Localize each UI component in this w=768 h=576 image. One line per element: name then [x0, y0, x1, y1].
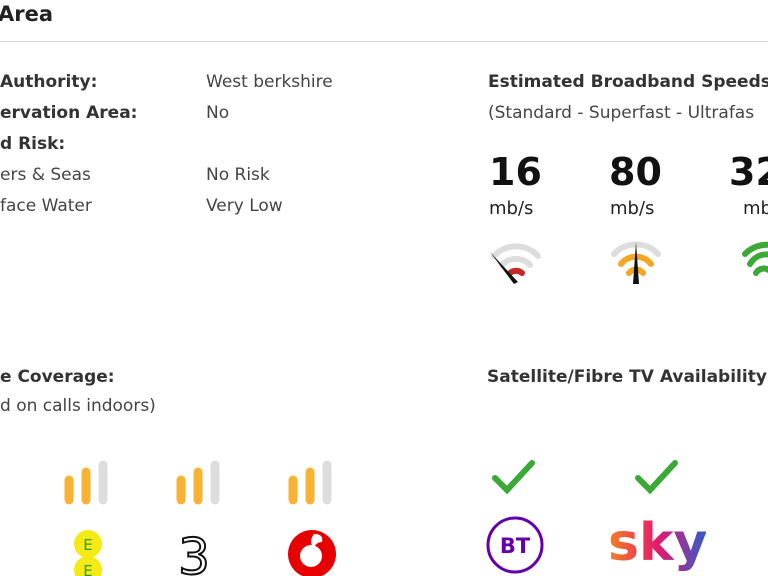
vodafone-logo-icon: [288, 530, 336, 576]
bt-logo-icon: BT: [486, 516, 544, 574]
svg-text:BT: BT: [500, 534, 531, 558]
signal-bars-vodafone-icon: [288, 460, 332, 505]
svg-text:E: E: [83, 562, 92, 576]
check-bt-icon: [492, 460, 535, 495]
detail-label: ervation Area:: [0, 103, 138, 123]
check-sky-icon: [635, 460, 678, 495]
mobile-subtitle: d on calls indoors): [0, 396, 156, 416]
broadband-title: Estimated Broadband Speeds: [488, 72, 768, 92]
detail-value: No Risk: [206, 165, 270, 185]
speed-gauge-high-icon: [742, 241, 768, 276]
tv-title: Satellite/Fibre TV Availability:: [487, 367, 768, 387]
svg-text:sky: sky: [608, 513, 706, 573]
speed-value: 80: [609, 150, 662, 194]
detail-label: ers & Seas: [0, 165, 91, 185]
svg-text:3: 3: [178, 528, 210, 576]
detail-label: face Water: [0, 196, 92, 216]
ee-logo-icon: EE: [74, 530, 102, 576]
speed-unit: mb: [743, 198, 768, 219]
broadband-subtitle: (Standard - Superfast - Ultrafas: [488, 103, 755, 123]
detail-value: No: [206, 103, 230, 123]
signal-bars-ee-icon: [64, 460, 108, 505]
svg-text:E: E: [83, 536, 92, 554]
detail-value: West berkshire: [206, 72, 333, 92]
three-logo-icon: 3: [177, 528, 211, 576]
detail-value: Very Low: [206, 196, 283, 216]
speed-value: 16: [489, 150, 542, 194]
divider: [0, 41, 768, 42]
speed-gauge-mid-icon: [611, 241, 661, 284]
mobile-title: e Coverage:: [0, 367, 115, 387]
sky-logo-icon: sky: [608, 513, 706, 573]
speed-unit: mb/s: [610, 198, 655, 219]
detail-label: Authority:: [0, 72, 98, 92]
detail-label: d Risk:: [0, 134, 66, 154]
speed-unit: mb/s: [489, 198, 534, 219]
signal-bars-three-icon: [176, 460, 220, 505]
page-title: Area: [0, 2, 54, 26]
speed-gauge-low-icon: [490, 243, 541, 284]
speed-value: 32: [729, 150, 768, 194]
